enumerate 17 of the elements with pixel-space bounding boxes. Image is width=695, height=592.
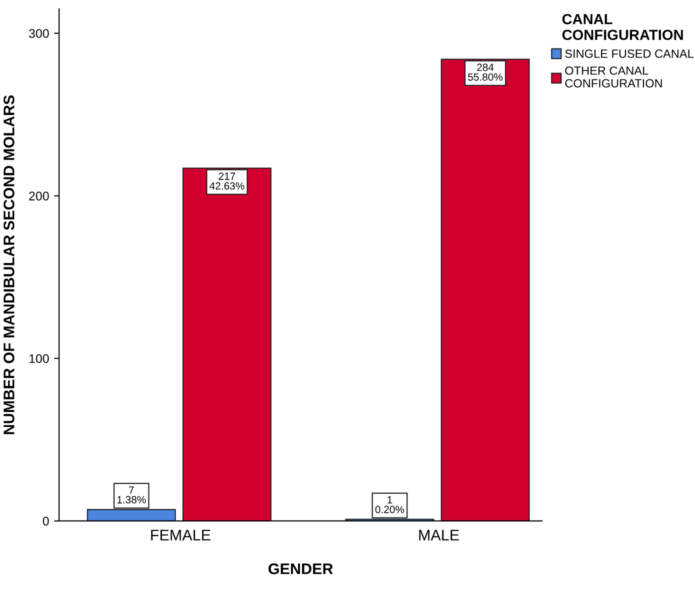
y-tick-label: 300 xyxy=(28,29,49,38)
y-tick-label: 0 xyxy=(42,516,49,526)
x-tick-label: MALE xyxy=(419,530,459,540)
data-label: 1 0.20% xyxy=(375,496,404,514)
bar xyxy=(182,168,272,521)
x-axis-title: GENDER xyxy=(268,563,333,574)
x-tick-label: FEMALE xyxy=(151,530,210,540)
y-tick-label: 100 xyxy=(29,354,49,364)
legend-label: OTHER CANAL CONFIGURATION xyxy=(565,66,662,88)
data-label: 217 42.63% xyxy=(210,172,244,190)
data-label: 284 55.80% xyxy=(468,64,503,81)
bar xyxy=(440,58,530,521)
y-axis-title: NUMBER OF MANDIBULAR SECOND MOLARS xyxy=(4,95,14,434)
y-tick-label: 200 xyxy=(29,192,49,200)
legend-title: CANAL CONFIGURATION xyxy=(562,14,683,40)
legend-label: SINGLE FUSED CANAL xyxy=(565,50,694,58)
data-label: 7 1.38% xyxy=(117,486,146,504)
